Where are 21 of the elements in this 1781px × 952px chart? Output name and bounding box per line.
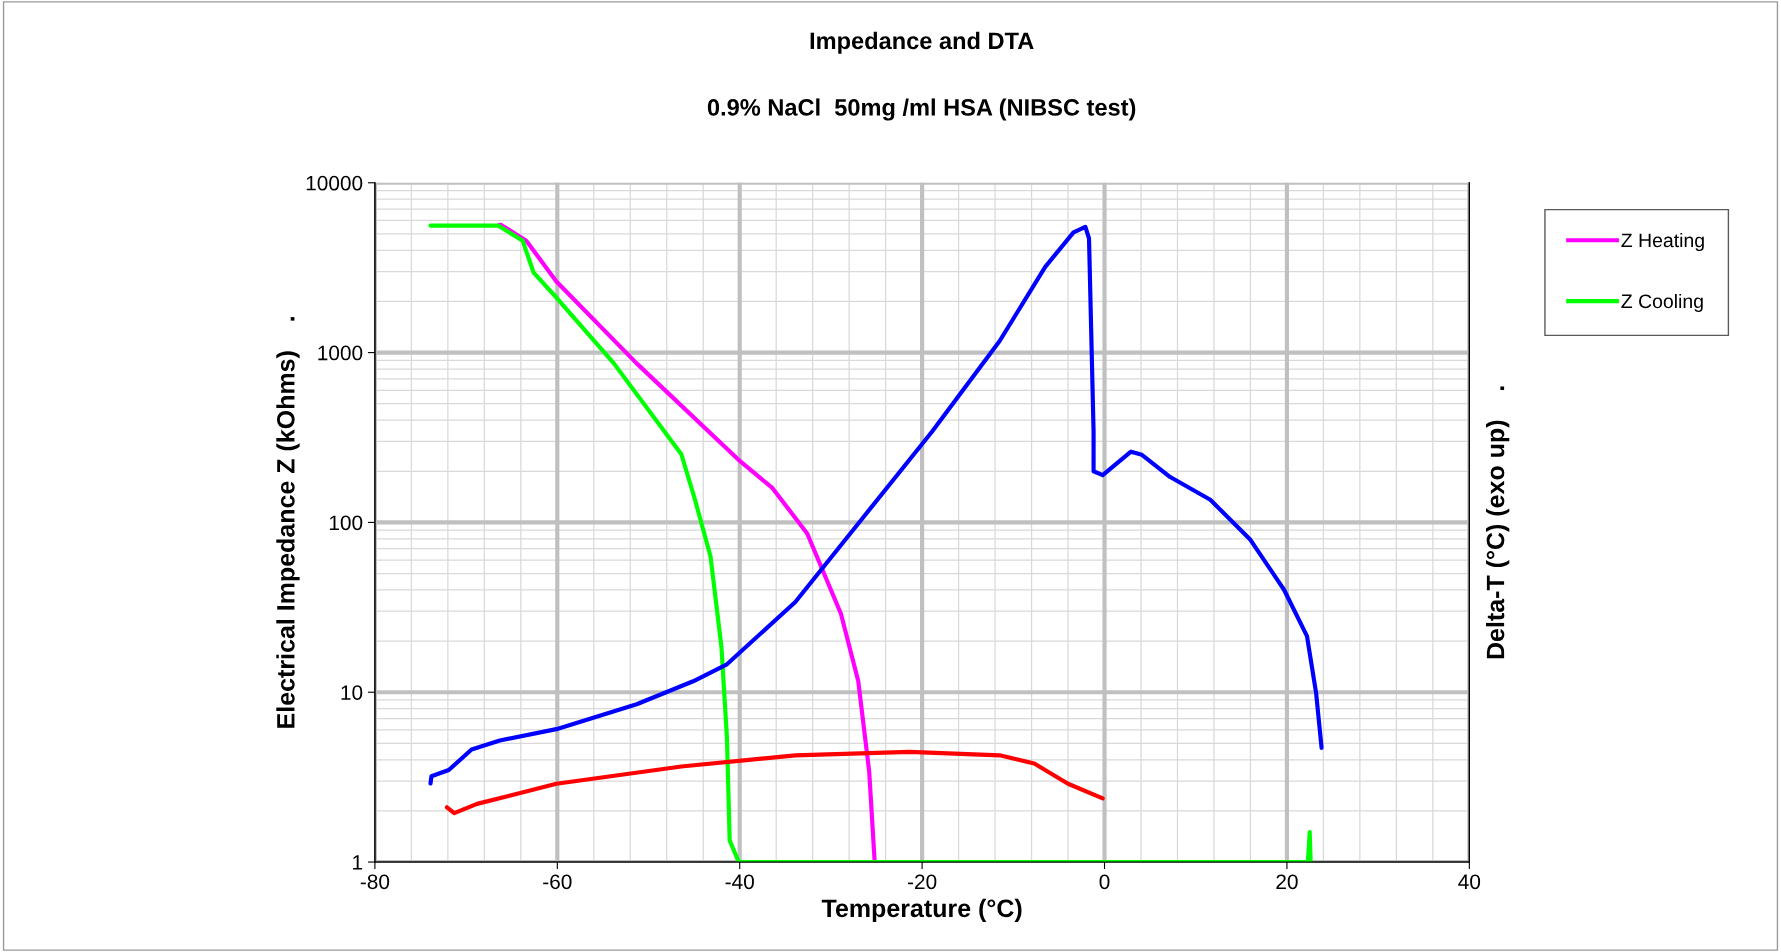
chart-title: Impedance and DTA — [810, 31, 1034, 54]
y-tick-label: 1000 — [318, 345, 363, 361]
chart-subtitle: 0.9% NaCl 50mg /ml HSA (NIBSC test) — [707, 98, 1136, 121]
y-axis-title: Electrical Impedance Z (kOhms) . — [276, 317, 300, 728]
y-tick-label: 1 — [353, 855, 363, 870]
y2-axis-title: Delta-T (°C) (exo up) . — [1485, 386, 1510, 659]
line-series — [444, 749, 1105, 816]
x-axis-title: Temperature (°C) — [821, 898, 1022, 923]
y-tick-label: 100 — [329, 515, 363, 531]
x-tick-label: 20 — [1276, 874, 1298, 890]
y-tick-label: 10 — [341, 685, 363, 700]
x-tick-label: -60 — [543, 874, 572, 890]
x-tick-label: -20 — [907, 874, 937, 890]
legend-label: Z Cooling — [1621, 293, 1703, 313]
x-tick-label: 40 — [1458, 874, 1481, 890]
y-tick-label: 10000 — [306, 175, 363, 191]
x-tick-label: -40 — [725, 874, 754, 890]
x-tick-label: -80 — [360, 874, 390, 890]
x-tick-label: 0 — [1099, 874, 1110, 890]
line-series — [495, 222, 877, 863]
legend-label: Z Heating — [1621, 232, 1704, 252]
